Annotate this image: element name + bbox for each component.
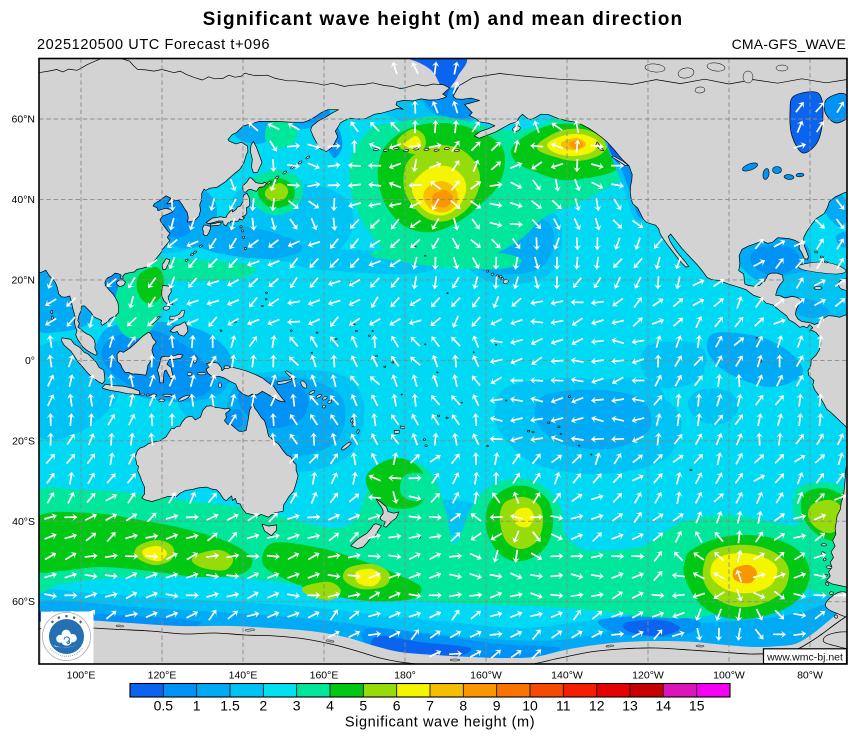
svg-text:140°E: 140°E [229, 670, 258, 682]
svg-text:12: 12 [589, 698, 605, 714]
svg-text:3: 3 [293, 698, 301, 714]
svg-text:140°W: 140°W [551, 670, 583, 682]
svg-text:15: 15 [689, 698, 705, 714]
svg-text:9: 9 [493, 698, 501, 714]
svg-text:Significant wave height (m): Significant wave height (m) [345, 715, 535, 731]
svg-text:60°S: 60°S [12, 596, 35, 608]
svg-text:20°S: 20°S [12, 435, 35, 447]
svg-text:5: 5 [359, 698, 367, 714]
svg-text:2: 2 [259, 698, 267, 714]
svg-text:10: 10 [522, 698, 538, 714]
svg-text:7: 7 [426, 698, 434, 714]
svg-text:8: 8 [459, 698, 467, 714]
svg-text:0°: 0° [25, 355, 35, 367]
svg-text:1: 1 [193, 698, 201, 714]
svg-text:80°W: 80°W [797, 670, 823, 682]
svg-text:4: 4 [326, 698, 334, 714]
svg-text:40°S: 40°S [12, 516, 35, 528]
svg-text:www.wmc-bj.net: www.wmc-bj.net [766, 651, 843, 663]
svg-text:13: 13 [622, 698, 638, 714]
svg-text:160°E: 160°E [310, 670, 339, 682]
svg-text:180°: 180° [394, 670, 416, 682]
svg-text:14: 14 [656, 698, 672, 714]
svg-text:2025120500 UTC Forecast t+096: 2025120500 UTC Forecast t+096 [37, 37, 270, 53]
svg-text:6: 6 [393, 698, 401, 714]
svg-text:CMA-GFS_WAVE: CMA-GFS_WAVE [732, 36, 846, 52]
svg-text:0.5: 0.5 [154, 698, 174, 714]
svg-text:11: 11 [556, 698, 571, 714]
svg-text:Significant wave height (m) an: Significant wave height (m) and mean dir… [203, 9, 684, 30]
svg-text:160°W: 160°W [470, 670, 502, 682]
svg-text:100°W: 100°W [713, 670, 745, 682]
svg-text:60°N: 60°N [12, 114, 35, 126]
svg-text:120°W: 120°W [632, 670, 664, 682]
svg-text:1.5: 1.5 [220, 698, 240, 714]
svg-text:120°E: 120°E [148, 670, 177, 682]
svg-text:40°N: 40°N [12, 194, 35, 206]
svg-text:100°E: 100°E [67, 670, 96, 682]
svg-text:20°N: 20°N [12, 274, 35, 286]
